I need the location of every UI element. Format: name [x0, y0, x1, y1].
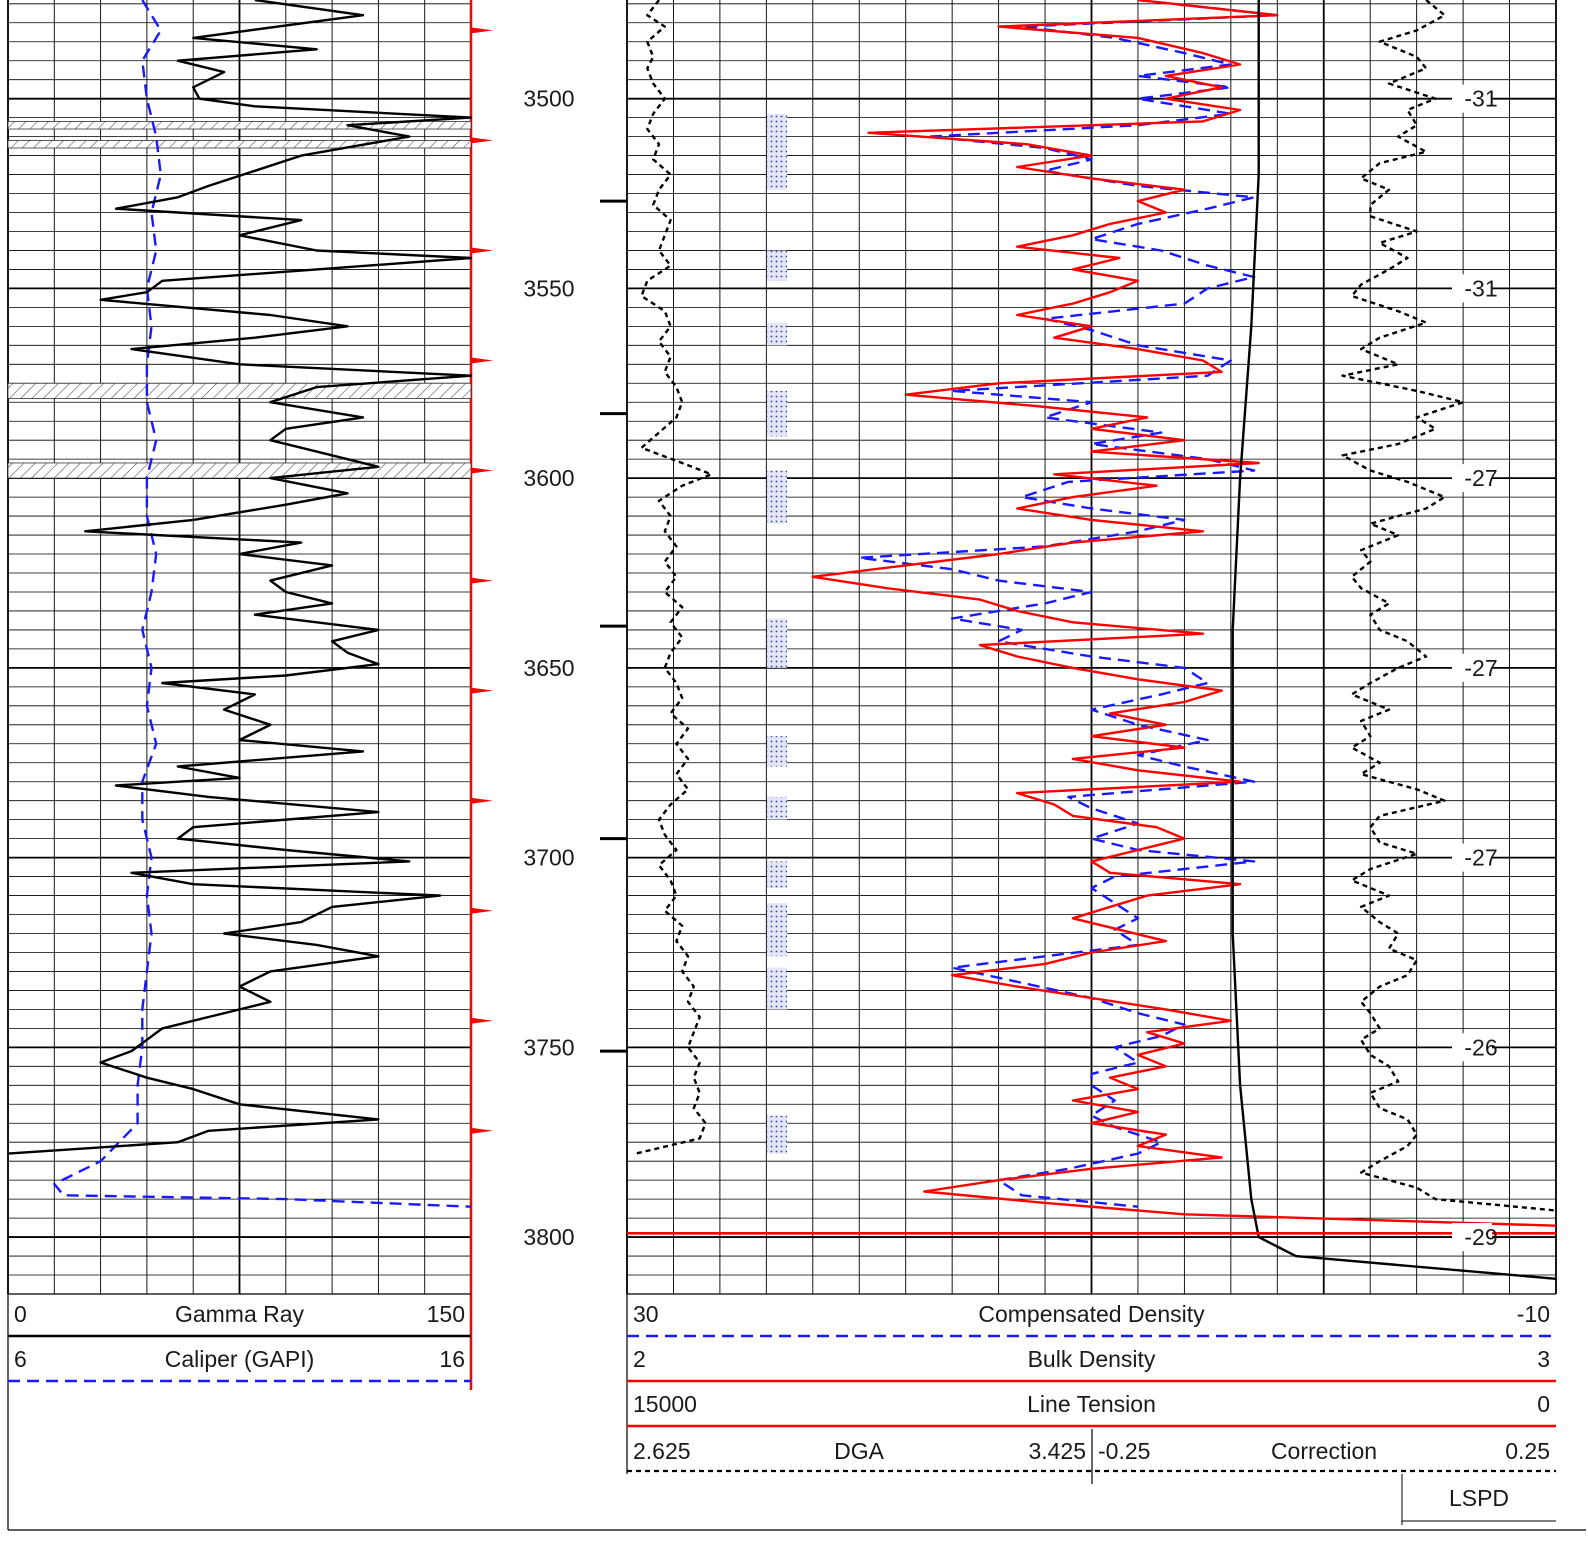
sand-interval — [767, 470, 787, 524]
speed-label: -27 — [1464, 845, 1497, 871]
speed-label-bg — [1452, 1223, 1492, 1252]
curves: -31 -31 -27 -27 -27 -26 -29 — [7, 0, 1557, 1280]
legend-track1-1-max: 16 — [439, 1346, 465, 1372]
tension-tick — [471, 467, 493, 474]
legend-dga-min: 2.625 — [633, 1438, 691, 1464]
gamma-ray-curve — [7, 0, 473, 1155]
sand-interval — [767, 967, 787, 1010]
legend-dga-max: 3.425 — [1028, 1438, 1086, 1464]
tension-tick — [471, 137, 493, 144]
caliper-curve — [53, 0, 472, 1208]
hatched-interval — [7, 462, 472, 479]
legend-track2-2-name: Line Tension — [1027, 1391, 1156, 1417]
sand-interval — [767, 322, 787, 346]
dga-curve — [635, 0, 713, 1155]
legend-track2-2-min: 15000 — [633, 1391, 697, 1417]
depth-tick-label: 3650 — [523, 655, 574, 681]
legend-track2-0-min: 30 — [633, 1301, 659, 1327]
speed-label-bg — [1452, 84, 1492, 113]
legend-correction-min: -0.25 — [1098, 1438, 1150, 1464]
compensated-density-curve — [858, 0, 1279, 1208]
legend-track2-1-min: 2 — [633, 1346, 646, 1372]
tension-tick — [471, 577, 493, 584]
sand-interval — [767, 113, 787, 190]
legend-track1-1-name: Caliper (GAPI) — [165, 1346, 315, 1372]
depth-axis: 3500 3550 3600 3650 3700 3750 3800 — [523, 86, 574, 1250]
legend-track1-0-max: 150 — [427, 1301, 465, 1327]
speed-label-bg — [1452, 843, 1492, 872]
lspd-curve — [1231, 0, 1557, 1280]
tension-tick — [471, 907, 493, 914]
grid — [7, 0, 1586, 1531]
hatched-interval — [7, 382, 472, 399]
speed-label-bg — [1452, 464, 1492, 493]
depth-tick-label: 3700 — [523, 845, 574, 871]
sand-interval — [767, 903, 787, 957]
legend-track2-0-name: Compensated Density — [978, 1301, 1205, 1327]
sand-interval — [767, 390, 787, 437]
legend-lspd-label: LSPD — [1449, 1485, 1509, 1511]
speed-label: -31 — [1464, 86, 1497, 112]
speed-label: -29 — [1464, 1224, 1497, 1250]
sand-interval — [767, 1115, 787, 1154]
speed-label-bg — [1452, 274, 1492, 303]
tension-tick — [471, 357, 493, 364]
speed-label: -27 — [1464, 465, 1497, 491]
sand-interval — [767, 796, 787, 820]
sand-interval — [767, 618, 787, 668]
legend-track2-0-max: -10 — [1517, 1301, 1550, 1327]
depth-tick-label: 3600 — [523, 465, 574, 491]
bulk-density-curve — [811, 0, 1557, 1227]
hatched-interval — [7, 121, 472, 130]
depth-tick-label: 3750 — [523, 1034, 574, 1060]
track-decorations — [7, 27, 787, 1154]
legend-track2-1-max: 3 — [1537, 1346, 1550, 1372]
legend-track1-0-min: 0 — [14, 1301, 27, 1327]
speed-label: -27 — [1464, 655, 1497, 681]
depth-tick-label: 3550 — [523, 275, 574, 301]
correction-curve — [1341, 0, 1557, 1212]
depth-tick-label: 3800 — [523, 1224, 574, 1250]
sand-interval — [767, 861, 787, 888]
depth-tick-label: 3500 — [523, 86, 574, 112]
sand-interval — [767, 250, 787, 281]
speed-label-bg — [1452, 1033, 1492, 1062]
legend-track2-2-max: 0 — [1537, 1391, 1550, 1417]
tension-tick — [471, 797, 493, 804]
sand-interval — [767, 736, 787, 767]
tension-tick — [471, 27, 493, 34]
tension-tick — [471, 247, 493, 254]
speed-label: -31 — [1464, 275, 1497, 301]
legend-correction-max: 0.25 — [1505, 1438, 1550, 1464]
tension-tick — [471, 1017, 493, 1024]
legend-correction-name: Correction — [1271, 1438, 1377, 1464]
legend-track1-0-name: Gamma Ray — [175, 1301, 305, 1327]
tension-tick — [471, 1127, 493, 1134]
hatched-interval — [7, 140, 472, 149]
legend-track2-1-name: Bulk Density — [1028, 1346, 1156, 1372]
speed-label-bg — [1452, 653, 1492, 682]
legend-track1-1-min: 6 — [14, 1346, 27, 1372]
speed-label: -26 — [1464, 1034, 1497, 1060]
legend-dga-name: DGA — [834, 1438, 885, 1464]
tension-tick — [471, 687, 493, 694]
